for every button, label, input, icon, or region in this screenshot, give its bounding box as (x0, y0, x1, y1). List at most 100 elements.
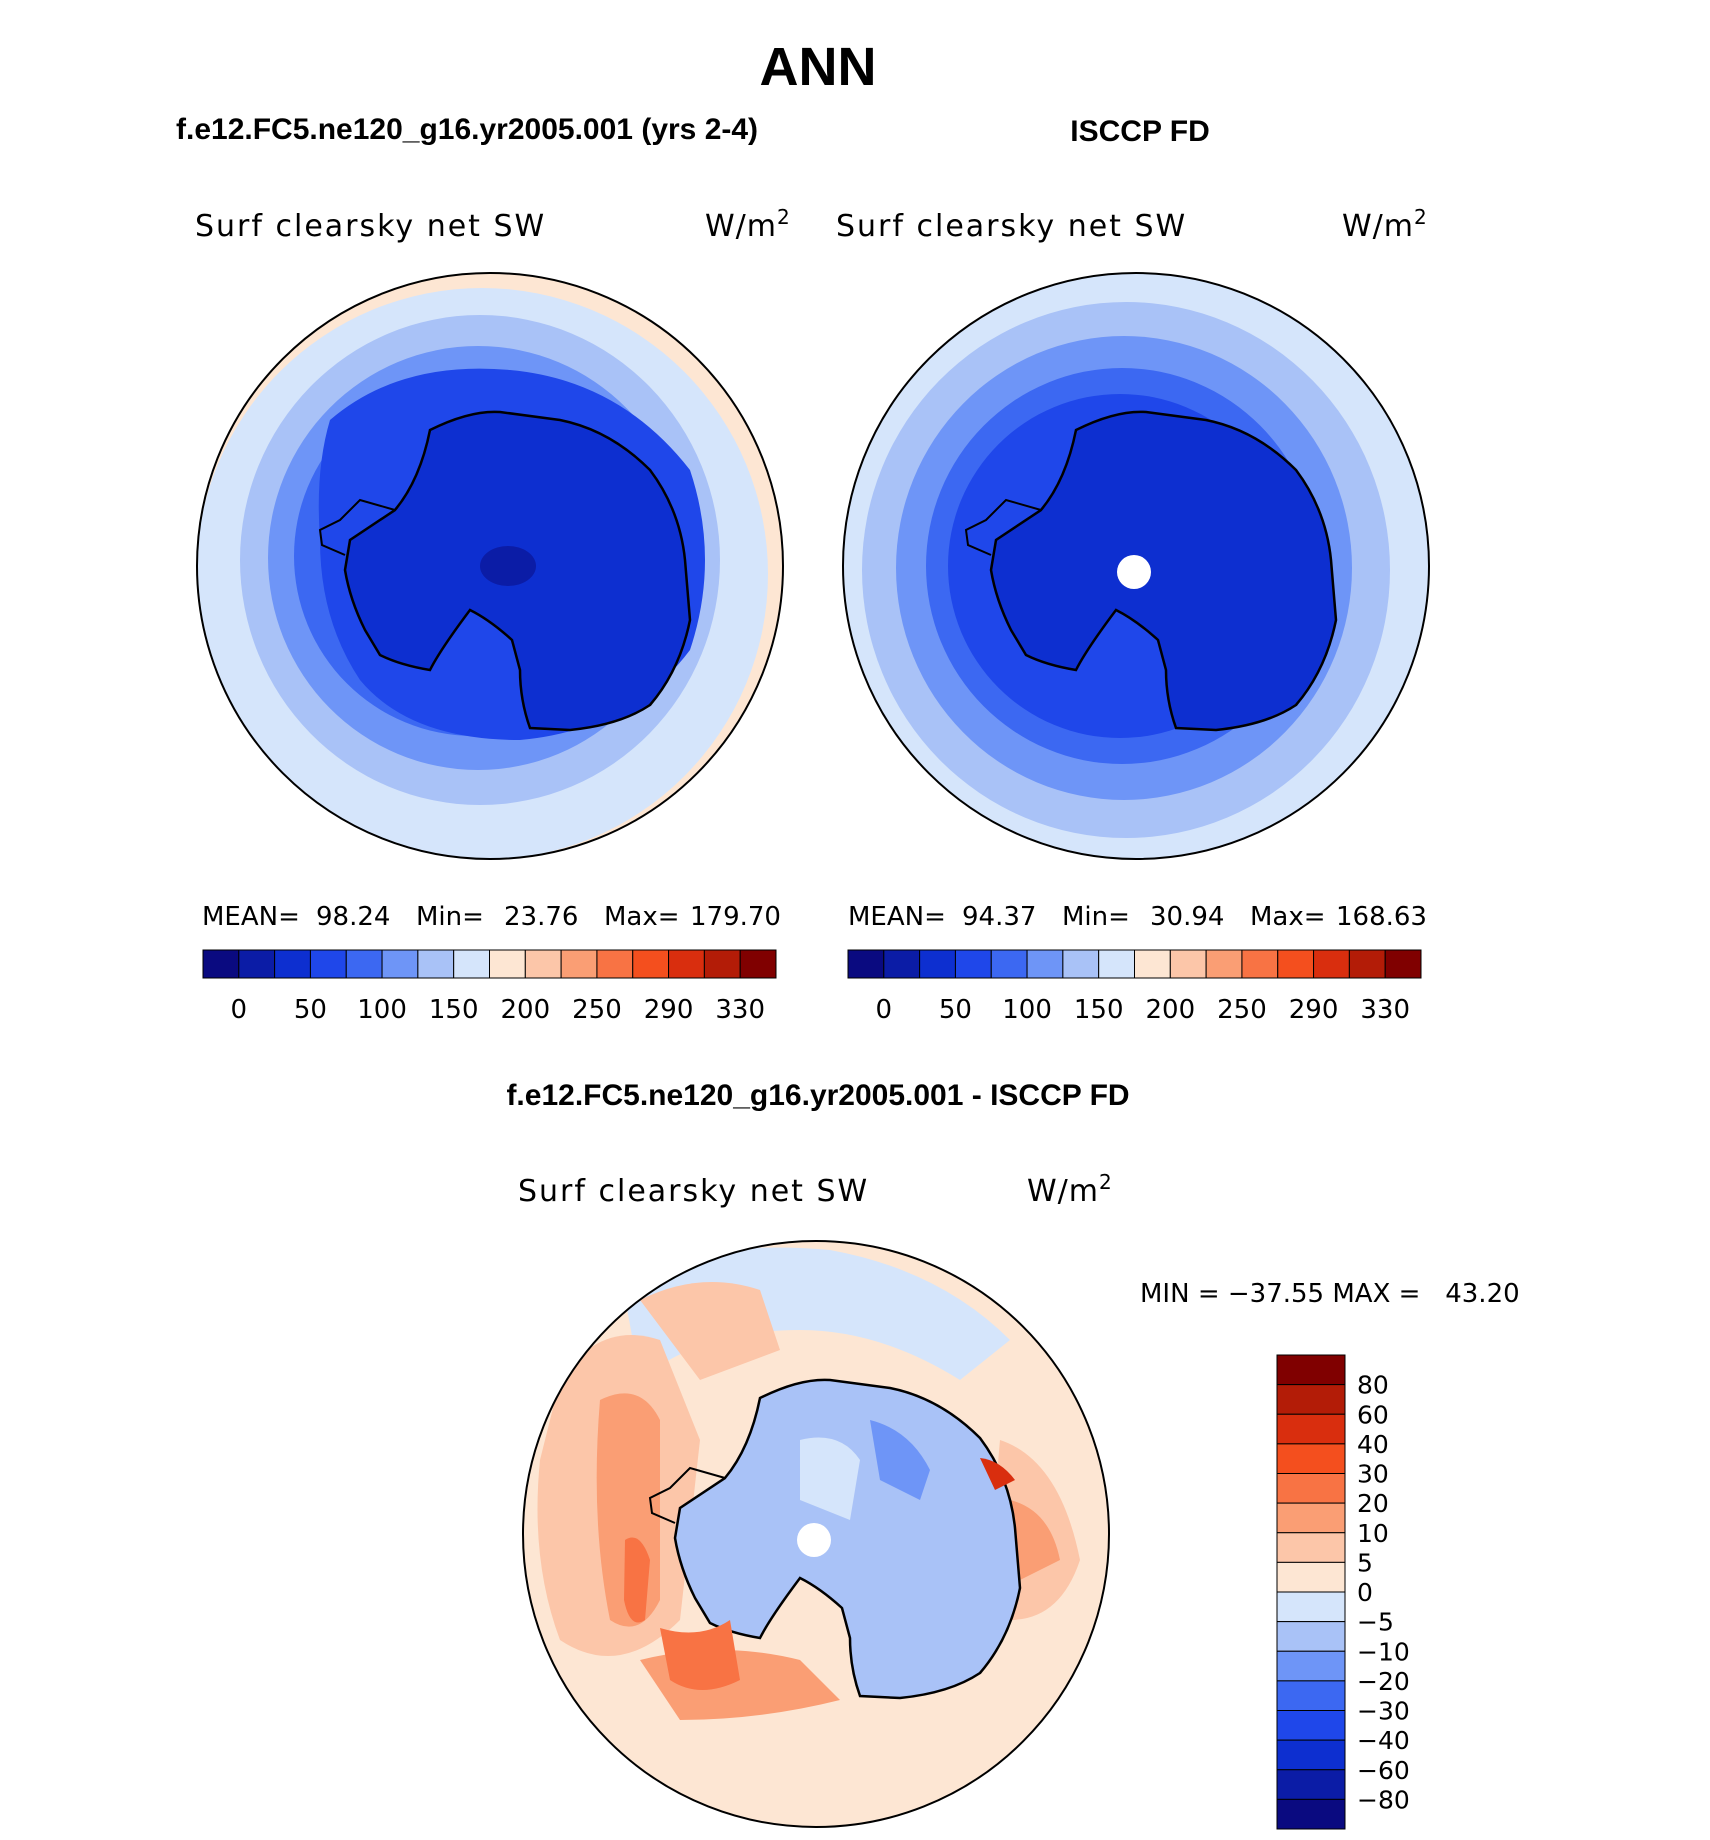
model-mean-label: MEAN= (202, 902, 300, 932)
obs-min-label: Min= (1062, 902, 1130, 932)
diff-colorbar-label: 0 (1357, 1578, 1373, 1607)
diff-colorbar-label: −40 (1357, 1726, 1410, 1755)
obs-colorbar-swatch (1169, 949, 1207, 979)
obs-colorbar-swatch (1134, 949, 1171, 979)
model-max-value: 179.70 (690, 902, 781, 932)
obs-colorbar-swatch (1313, 949, 1350, 979)
diff-colorbar-label: −10 (1357, 1637, 1410, 1666)
model-colorbar-swatch (274, 949, 311, 979)
obs-colorbar-swatch (1241, 949, 1279, 979)
diff-colorbar-label: 80 (1357, 1371, 1389, 1400)
model-colorbar-swatch (596, 949, 634, 979)
model-colorbar-swatch (453, 949, 490, 979)
diff-colorbar-swatch (1276, 1443, 1346, 1474)
model-min-value: 23.76 (504, 902, 578, 932)
obs-colorbar-swatch (919, 949, 956, 979)
obs-colorbar-labels: 0 50 100 150 200 250 290 330 (876, 995, 1410, 1025)
obs-colorbar-label: 0 (876, 995, 893, 1025)
obs-colorbar-swatch (847, 949, 885, 979)
model-colorbar-label: 330 (715, 995, 765, 1025)
diff-colorbar-swatch (1276, 1384, 1346, 1415)
model-colorbar-label: 100 (357, 995, 407, 1025)
model-units-label: W/m2 (705, 205, 791, 244)
diff-colorbar-label: 60 (1357, 1400, 1389, 1429)
obs-units-label: W/m2 (1342, 205, 1428, 244)
diff-colorbar-swatch (1276, 1532, 1346, 1563)
obs-pole-hole (1117, 555, 1151, 589)
obs-colorbar-swatch (954, 949, 992, 979)
model-colorbar-swatch (202, 949, 240, 979)
diff-antarctica (673, 1378, 1022, 1700)
obs-colorbar-swatch (1277, 949, 1315, 979)
obs-colorbar-label: 200 (1145, 995, 1195, 1025)
diff-colorbar-label: −60 (1357, 1756, 1410, 1785)
diff-colorbar-label: 40 (1357, 1430, 1389, 1459)
model-panel: Surf clearsky net SW W/m2 MEAN= 98.24 Mi… (195, 205, 791, 1025)
obs-colorbar-swatch (1384, 949, 1422, 979)
diff-colorbar-swatch (1276, 1413, 1346, 1445)
model-min-label: Min= (416, 902, 484, 932)
obs-map (843, 273, 1429, 859)
model-colorbar-labels: 0 50 100 150 200 250 290 330 (231, 995, 765, 1025)
model-colorbar-swatch (668, 949, 705, 979)
diff-map-border (522, 1240, 1110, 1828)
model-colorbar-swatch (381, 949, 419, 979)
diff-colorbar-label: 20 (1357, 1489, 1389, 1518)
diff-variable-label: Surf clearsky net SW (518, 1174, 869, 1209)
obs-colorbar-swatch (1098, 949, 1135, 979)
model-colorbar-label: 150 (429, 995, 479, 1025)
diff-colorbar-label: −80 (1357, 1785, 1410, 1814)
diff-colorbar-label: 10 (1357, 1519, 1389, 1548)
model-colorbar-swatch (238, 949, 276, 979)
obs-colorbar-label: 250 (1217, 995, 1267, 1025)
model-colorbar-swatch (739, 949, 777, 979)
obs-colorbar-swatch (883, 949, 921, 979)
diff-colorbar-label: −30 (1357, 1697, 1410, 1726)
obs-colorbar-swatch (1205, 949, 1243, 979)
obs-colorbar-swatch (1062, 949, 1100, 979)
diff-colorbar-swatch (1276, 1354, 1346, 1386)
model-colorbar-swatch (632, 949, 670, 979)
obs-colorbar (847, 949, 1422, 979)
diff-colorbar-swatch (1276, 1680, 1346, 1711)
obs-panel: Surf clearsky net SW W/m2 MEAN= 94.37 Mi… (836, 205, 1430, 1025)
model-colorbar-swatch (703, 949, 741, 979)
diff-colorbar (1276, 1354, 1346, 1830)
obs-max-value: 168.63 (1336, 902, 1427, 932)
obs-max-label: Max= (1250, 902, 1326, 932)
obs-colorbar-label: 50 (939, 995, 972, 1025)
diff-colorbar-swatch (1276, 1561, 1346, 1593)
model-colorbar-label: 200 (500, 995, 550, 1025)
diff-colorbar-swatch (1276, 1473, 1346, 1504)
diff-minmax: MIN = −37.55 MAX = 43.20 (1140, 1279, 1520, 1309)
obs-colorbar-swatch (1348, 949, 1386, 979)
diff-colorbar-swatch (1276, 1769, 1346, 1800)
obs-colorbar-label: 290 (1289, 995, 1339, 1025)
obs-mean-value: 94.37 (962, 902, 1036, 932)
diff-colorbar-label: 5 (1357, 1548, 1373, 1577)
diff-units-label: W/m2 (1027, 1170, 1113, 1209)
obs-antarctica (989, 410, 1338, 732)
obs-mean-label: MEAN= (848, 902, 946, 932)
model-colorbar-label: 250 (572, 995, 622, 1025)
diff-colorbar-label: −20 (1357, 1667, 1410, 1696)
obs-stats: MEAN= 94.37 Min= 30.94 Max= 168.63 (848, 902, 1427, 932)
model-variable-label: Surf clearsky net SW (195, 209, 546, 244)
model-colorbar-label: 290 (644, 995, 694, 1025)
diff-colorbar-swatch (1276, 1798, 1346, 1830)
left-panel-title: f.e12.FC5.ne120_g16.yr2005.001 (yrs 2-4) (176, 113, 758, 146)
obs-colorbar-label: 330 (1360, 995, 1410, 1025)
obs-colorbar-swatch (990, 949, 1028, 979)
diff-colorbar-swatch (1276, 1621, 1346, 1652)
diff-colorbar-label: 30 (1357, 1460, 1389, 1489)
diff-panel-title: f.e12.FC5.ne120_g16.yr2005.001 - ISCCP F… (506, 1079, 1129, 1112)
model-colorbar-swatch (417, 949, 455, 979)
obs-colorbar-label: 100 (1002, 995, 1052, 1025)
diff-colorbar-swatch (1276, 1591, 1346, 1623)
model-max-label: Max= (604, 902, 680, 932)
model-colorbar-label: 0 (231, 995, 248, 1025)
model-map (197, 273, 783, 859)
diff-pole-hole (797, 1523, 831, 1557)
